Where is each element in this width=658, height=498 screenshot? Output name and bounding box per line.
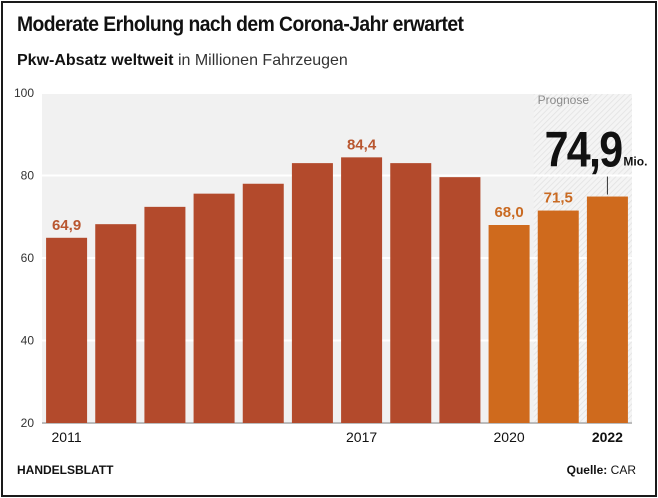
x-tick-label: 2017 bbox=[346, 429, 377, 445]
data-label: 68,0 bbox=[494, 204, 523, 221]
x-tick-label: 2022 bbox=[592, 429, 623, 445]
bar bbox=[193, 193, 235, 423]
highlight-value: 74,9 bbox=[545, 122, 623, 178]
subtitle-bold: Pkw-Absatz weltweit bbox=[17, 52, 174, 69]
y-tick-label: 80 bbox=[21, 169, 35, 183]
chart-title: Moderate Erholung nach dem Corona-Jahr e… bbox=[17, 13, 464, 36]
bar bbox=[488, 225, 530, 423]
bar bbox=[242, 183, 284, 423]
y-tick-label: 20 bbox=[21, 416, 35, 430]
forecast-label: Prognose bbox=[538, 93, 590, 107]
bar bbox=[439, 177, 481, 423]
bar bbox=[46, 237, 88, 423]
data-label: 71,5 bbox=[544, 190, 573, 207]
bar bbox=[390, 163, 432, 423]
bar bbox=[537, 210, 579, 423]
y-tick-label: 60 bbox=[21, 251, 35, 265]
highlight-unit: Mio. bbox=[623, 155, 647, 169]
bar bbox=[341, 157, 383, 423]
x-tick-label: 2011 bbox=[52, 429, 82, 445]
chart-subtitle: Pkw-Absatz weltweit in Millionen Fahrzeu… bbox=[17, 52, 348, 70]
data-label: 64,9 bbox=[52, 217, 81, 234]
source-label: Quelle: bbox=[566, 463, 608, 477]
bar bbox=[144, 206, 186, 423]
bar bbox=[95, 224, 137, 423]
y-tick-label: 40 bbox=[21, 334, 35, 348]
subtitle-unit: in Millionen Fahrzeugen bbox=[177, 52, 348, 69]
publisher-label: HANDELSBLATT bbox=[17, 463, 114, 477]
source-value: CAR bbox=[610, 463, 636, 477]
y-tick-label: 100 bbox=[14, 86, 34, 100]
data-label: 84,4 bbox=[347, 136, 377, 153]
x-tick-label: 2020 bbox=[494, 429, 525, 445]
bar bbox=[291, 163, 333, 423]
bar bbox=[586, 196, 628, 423]
source-note: Quelle: CAR bbox=[567, 463, 636, 477]
